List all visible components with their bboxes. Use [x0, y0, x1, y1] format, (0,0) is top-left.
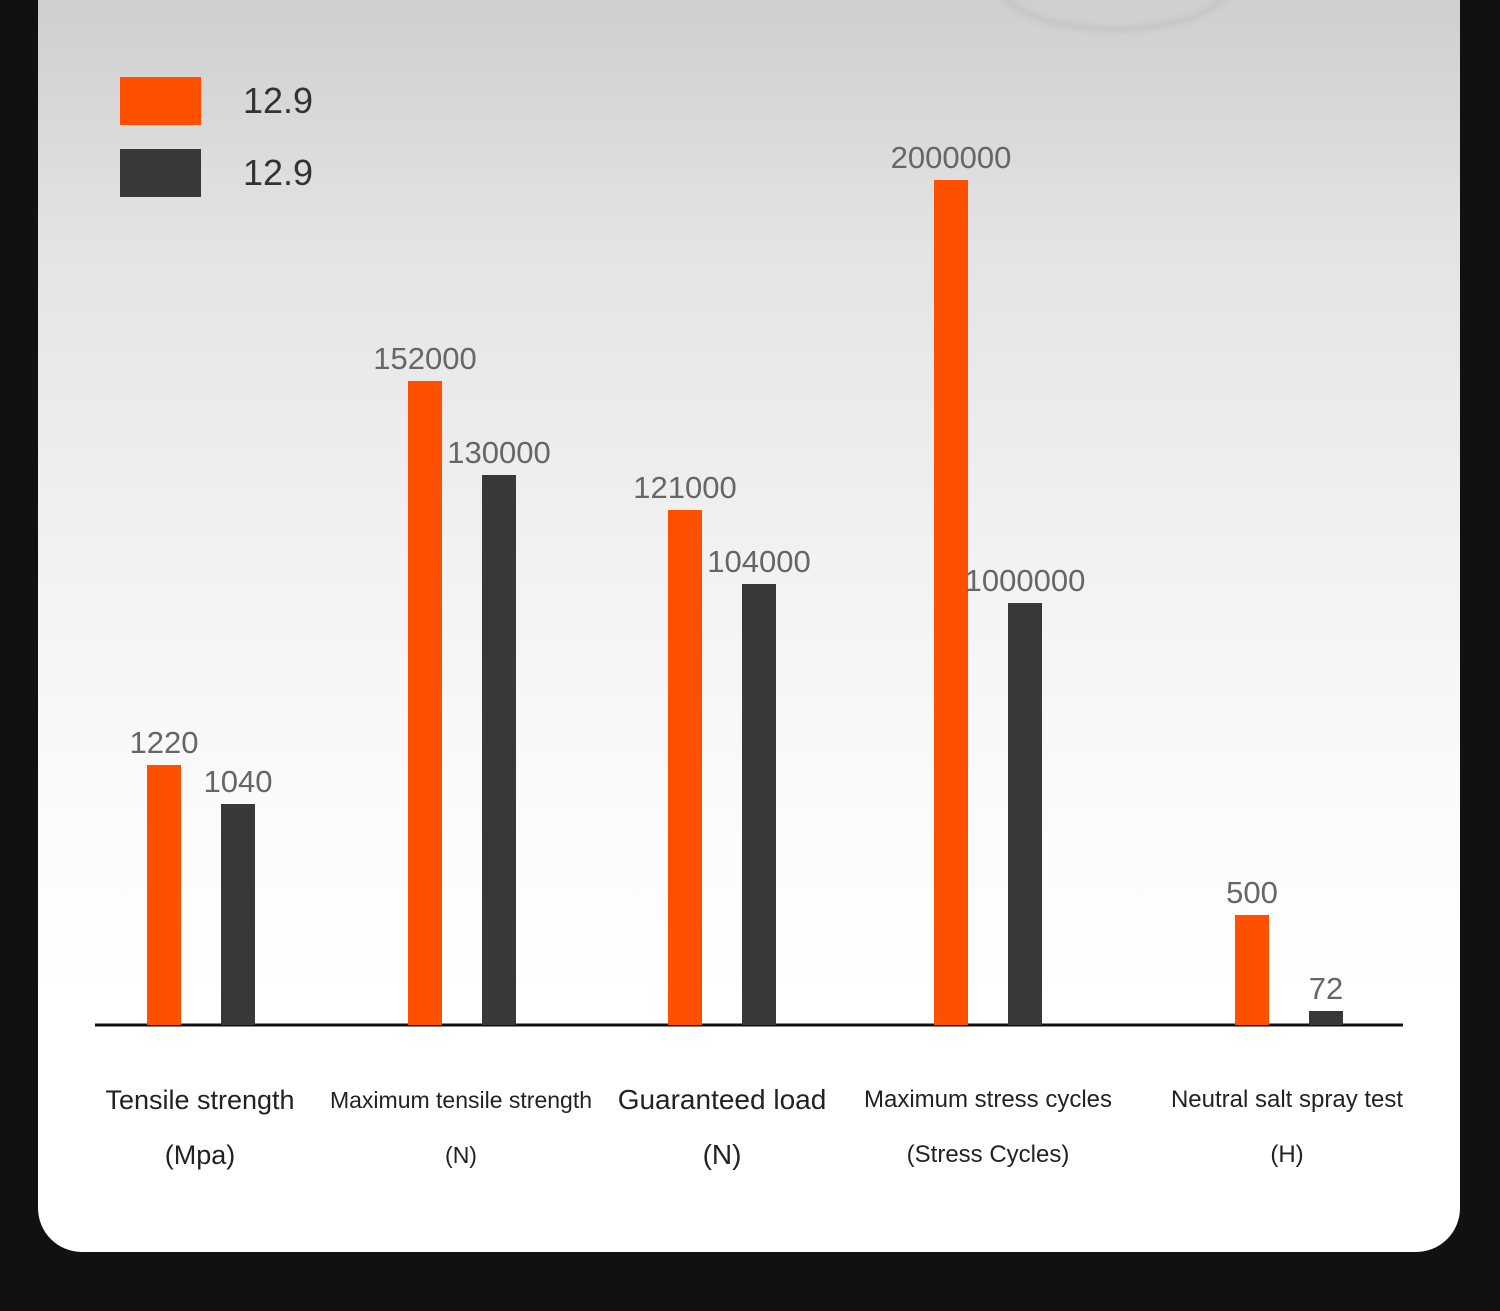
category-name: Maximum tensile strength	[329, 1087, 593, 1113]
category-unit: (Mpa)	[164, 1140, 236, 1170]
category-name: Maximum stress cycles	[863, 1086, 1113, 1113]
bar-series-1-cat-5	[1235, 915, 1269, 1025]
category-label-1: Tensile strength (Mpa)	[50, 1080, 350, 1190]
category-name: Tensile strength	[105, 1085, 295, 1115]
bar-series-2-cat-3	[742, 584, 776, 1025]
data-label-series-2-cat-3: 104000	[707, 544, 810, 579]
data-label-series-2-cat-1: 1040	[204, 764, 273, 799]
bar-series-2-cat-2	[482, 475, 516, 1025]
data-label-series-1-cat-2: 152000	[373, 341, 476, 376]
category-name: Neutral salt spray test	[1170, 1086, 1404, 1113]
data-label-series-1-cat-1: 1220	[130, 725, 199, 760]
legend-label-series-2: 12.9	[243, 152, 314, 193]
category-unit: (N)	[445, 1142, 477, 1168]
data-label-series-2-cat-5: 72	[1309, 971, 1343, 1006]
legend-swatch-series-2	[120, 149, 201, 197]
category-label-4: Maximum stress cycles (Stress Cycles)	[838, 1080, 1138, 1190]
data-label-series-1-cat-3: 121000	[633, 470, 736, 505]
bar-series-2-cat-4	[1008, 603, 1042, 1025]
data-label-series-1-cat-5: 500	[1226, 875, 1278, 910]
category-label-5: Neutral salt spray test (H)	[1137, 1080, 1437, 1190]
data-label-series-1-cat-4: 2000000	[891, 140, 1012, 175]
category-name: Guaranteed load	[617, 1084, 827, 1115]
category-label-2: Maximum tensile strength (N)	[311, 1080, 611, 1190]
bar-series-2-cat-5	[1309, 1011, 1343, 1025]
bar-series-1-cat-1	[147, 765, 181, 1025]
legend-swatch-series-1	[120, 77, 201, 125]
bar-series-1-cat-3	[668, 510, 702, 1025]
bar-series-2-cat-1	[221, 804, 255, 1025]
category-unit: (H)	[1270, 1141, 1304, 1168]
bar-series-1-cat-2	[408, 381, 442, 1025]
data-label-series-2-cat-4: 1000000	[965, 563, 1086, 598]
category-unit: (Stress Cycles)	[906, 1141, 1070, 1168]
legend-label-series-1: 12.9	[243, 80, 314, 121]
category-unit: (N)	[702, 1139, 742, 1170]
data-label-series-2-cat-2: 130000	[447, 435, 550, 470]
bar-series-1-cat-4	[934, 180, 968, 1025]
category-label-3: Guaranteed load (N)	[572, 1080, 872, 1190]
